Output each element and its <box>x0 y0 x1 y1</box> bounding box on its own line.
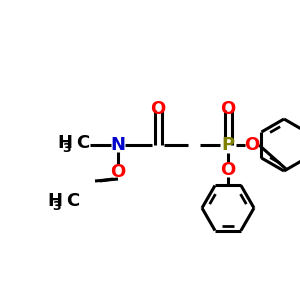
Text: 3: 3 <box>62 142 71 154</box>
Text: H: H <box>57 134 72 152</box>
Text: O: O <box>220 100 236 118</box>
Text: H: H <box>47 192 62 210</box>
Text: O: O <box>110 163 126 181</box>
Text: O: O <box>244 136 260 154</box>
Text: N: N <box>110 136 125 154</box>
Text: P: P <box>221 136 235 154</box>
Text: 3: 3 <box>52 200 61 212</box>
Text: C: C <box>66 192 79 210</box>
Text: C: C <box>76 134 89 152</box>
Text: O: O <box>220 161 236 179</box>
Text: O: O <box>150 100 166 118</box>
